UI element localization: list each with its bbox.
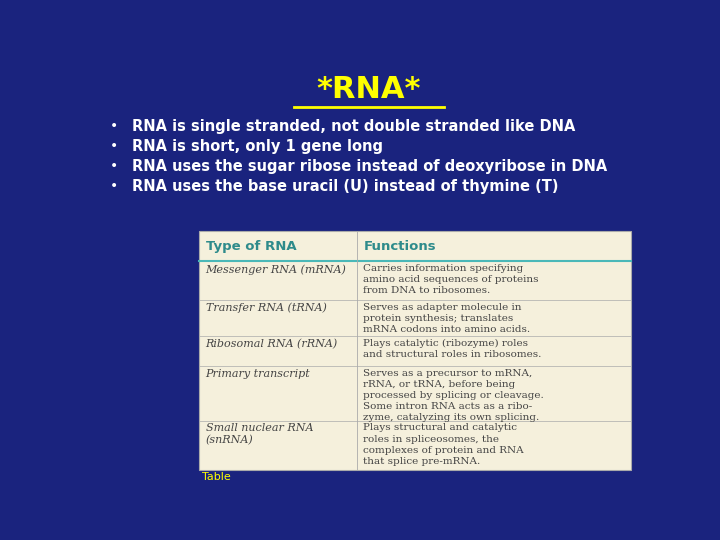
- Text: Transfer RNA (tRNA): Transfer RNA (tRNA): [205, 303, 326, 313]
- Text: Plays catalytic (ribozyme) roles
and structural roles in ribosomes.: Plays catalytic (ribozyme) roles and str…: [364, 339, 541, 359]
- Text: Carries information specifying
amino acid sequences of proteins
from DNA to ribo: Carries information specifying amino aci…: [364, 264, 539, 295]
- Text: •: •: [109, 159, 118, 173]
- Text: Functions: Functions: [364, 240, 436, 253]
- Text: RNA is short, only 1 gene long: RNA is short, only 1 gene long: [132, 139, 383, 154]
- Text: Small nuclear RNA
(snRNA): Small nuclear RNA (snRNA): [205, 423, 313, 446]
- Text: •: •: [109, 179, 118, 193]
- Text: Plays structural and catalytic
roles in spliceosomes, the
complexes of protein a: Plays structural and catalytic roles in …: [364, 423, 524, 466]
- Text: RNA is single stranded, not double stranded like DNA: RNA is single stranded, not double stran…: [132, 119, 575, 134]
- Text: Serves as adapter molecule in
protein synthesis; translates
mRNA codons into ami: Serves as adapter molecule in protein sy…: [364, 303, 531, 334]
- Text: Type of RNA: Type of RNA: [205, 240, 296, 253]
- Text: Ribosomal RNA (rRNA): Ribosomal RNA (rRNA): [205, 339, 338, 349]
- Text: Serves as a precursor to mRNA,
rRNA, or tRNA, before being
processed by splicing: Serves as a precursor to mRNA, rRNA, or …: [364, 369, 544, 422]
- Text: *RNA*: *RNA*: [317, 75, 421, 104]
- FancyBboxPatch shape: [199, 231, 631, 470]
- Text: Primary transcript: Primary transcript: [205, 369, 310, 379]
- Text: •: •: [109, 139, 118, 153]
- Text: •: •: [109, 119, 118, 133]
- Text: Table: Table: [202, 472, 230, 482]
- Text: RNA uses the base uracil (U) instead of thymine (T): RNA uses the base uracil (U) instead of …: [132, 179, 558, 194]
- Text: RNA uses the sugar ribose instead of deoxyribose in DNA: RNA uses the sugar ribose instead of deo…: [132, 159, 607, 174]
- Text: Messenger RNA (mRNA): Messenger RNA (mRNA): [205, 264, 346, 274]
